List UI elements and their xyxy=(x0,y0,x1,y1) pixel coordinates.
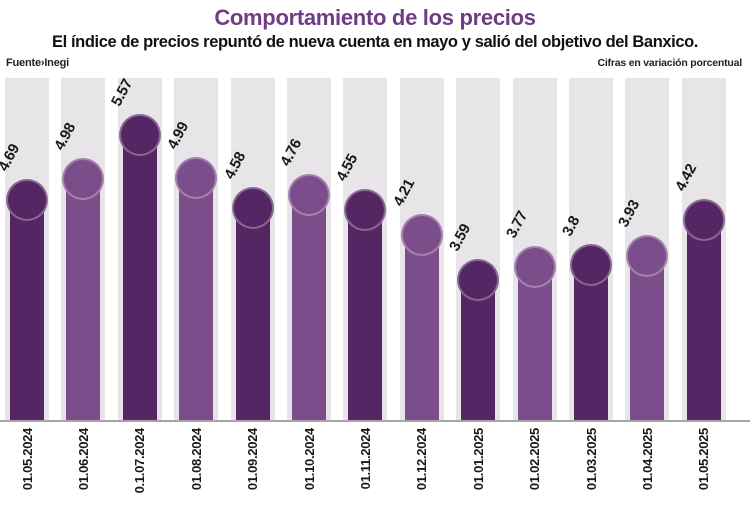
bar xyxy=(179,177,214,420)
x-axis-label: 01.05.2024 xyxy=(19,428,35,491)
source-label: Fuente›Inegi xyxy=(6,57,69,69)
bar xyxy=(292,194,327,420)
bar-cap-circle xyxy=(570,244,613,287)
bar-column: 3.8 xyxy=(559,78,614,420)
bar xyxy=(235,207,270,420)
bar-cap-circle xyxy=(175,156,218,199)
bar xyxy=(686,219,721,420)
chart-subtitle: El índice de precios repuntó de nueva cu… xyxy=(52,33,698,51)
x-axis-label-cell: 01.08.2024 xyxy=(174,428,218,510)
bar-column: 4.76 xyxy=(277,78,332,420)
x-axis-label-cell: 01.04.2025 xyxy=(625,428,669,510)
bar-cap-circle xyxy=(344,189,387,232)
bar xyxy=(348,210,383,420)
bar-column: 4.99 xyxy=(164,78,219,420)
chart-title: Comportamiento de los precios xyxy=(214,5,536,30)
bar-cap-circle xyxy=(400,214,443,256)
bar-cap-circle xyxy=(513,246,556,289)
bar xyxy=(517,267,552,420)
bar xyxy=(461,280,496,420)
bar xyxy=(574,265,609,420)
bar-cap-circle xyxy=(118,114,161,157)
x-axis-label-cell: 01.10.2024 xyxy=(287,428,331,510)
x-axis-label: 0.1.07.2024 xyxy=(132,428,148,494)
bar-column: 4.58 xyxy=(221,78,275,420)
x-axis-label-cell: 01.02.2025 xyxy=(513,428,557,510)
bar-column: 4.42 xyxy=(672,78,726,420)
x-axis-label-cell: 01.06.2024 xyxy=(61,428,105,510)
x-axis-label: 01.12.2024 xyxy=(414,428,430,491)
bar-cap-circle xyxy=(626,234,669,277)
bar-chart: 4.69 4.98 5.57 4.99 4.58 4.76 4.55 4.21 3.59 3.77… xyxy=(0,77,750,422)
bar-column: 3.59 xyxy=(446,78,501,420)
x-axis-label: 01.09.2024 xyxy=(245,428,261,491)
x-axis-label-cell: 01.12.2024 xyxy=(400,428,444,510)
x-axis-label-cell: 01.11.2024 xyxy=(343,428,387,510)
bar xyxy=(10,199,44,420)
bar-cap-circle xyxy=(457,259,500,302)
units-label: Cifras en variación porcentual xyxy=(597,57,742,69)
x-axis-label-cell: 01.09.2024 xyxy=(231,428,275,510)
x-axis-label: 01.03.2025 xyxy=(583,428,599,491)
x-axis-label: 01.02.2025 xyxy=(527,428,543,491)
bar-cap-circle xyxy=(231,186,274,229)
x-axis-label: 01.08.2024 xyxy=(188,428,204,491)
bar-column: 4.98 xyxy=(51,78,106,420)
bar-cap-circle xyxy=(682,198,725,241)
bar-column: 4.55 xyxy=(333,78,388,420)
x-axis-label: 01.10.2024 xyxy=(301,428,317,491)
x-axis-label: 01.11.2024 xyxy=(357,428,373,490)
bar-columns: 4.69 4.98 5.57 4.99 4.58 4.76 4.55 4.21 3.59 3.77… xyxy=(0,77,750,420)
x-axis-label-cell: 01.03.2025 xyxy=(569,428,613,510)
x-axis-label: 01.04.2025 xyxy=(639,428,655,491)
bar xyxy=(404,235,439,420)
bar-column: 5.57 xyxy=(108,77,162,420)
bar-column: 3.93 xyxy=(615,78,670,420)
bar-cap-circle xyxy=(288,173,331,216)
bar-column: 4.69 xyxy=(0,78,49,420)
bar-cap-circle xyxy=(62,157,105,200)
bar xyxy=(66,178,101,420)
x-axis-label: 01.01.2025 xyxy=(470,428,486,491)
meta-row: Fuente›Inegi Cifras en variación porcent… xyxy=(0,57,750,69)
bar-column: 4.21 xyxy=(390,78,444,420)
infographic: Comportamiento de los precios El índice … xyxy=(0,5,750,522)
x-axis-label-cell: 01.05.2024 xyxy=(5,428,49,510)
x-axis-label-cell: 01.01.2025 xyxy=(456,428,500,510)
bar-column: 3.77 xyxy=(503,78,557,420)
x-axis-label: 01.06.2024 xyxy=(75,428,91,491)
bar xyxy=(630,255,665,420)
bar-cap-circle xyxy=(6,178,48,221)
x-axis-label-cell: 0.1.07.2024 xyxy=(118,428,162,510)
bar xyxy=(122,135,157,420)
x-axis-label: 01.05.2025 xyxy=(696,428,712,491)
x-axis-label-cell: 01.05.2025 xyxy=(682,428,726,510)
x-axis-labels: 01.05.2024 01.06.2024 0.1.07.2024 01.08.202… xyxy=(0,428,750,510)
x-axis-line xyxy=(0,420,750,422)
